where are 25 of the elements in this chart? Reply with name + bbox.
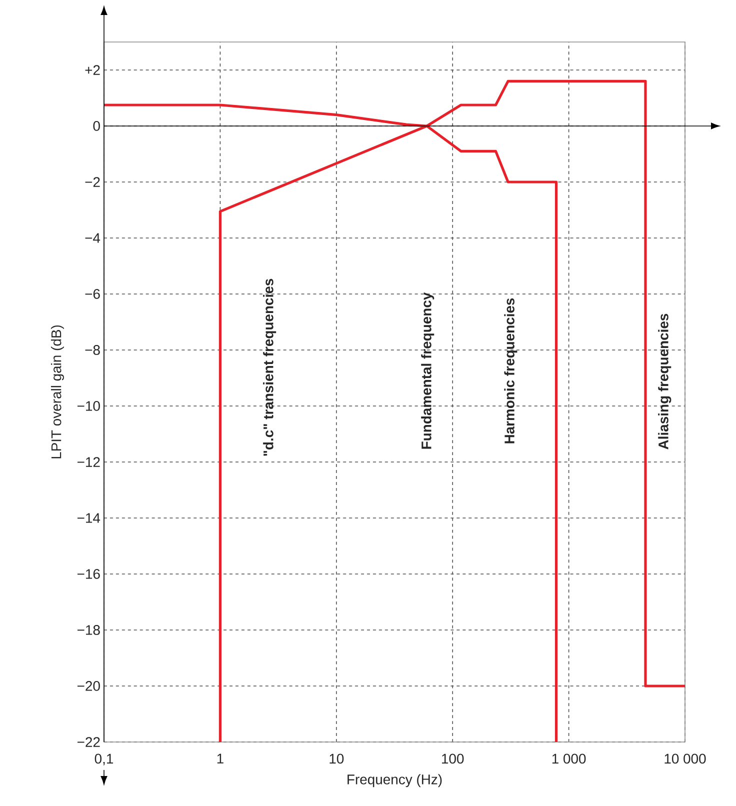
y-tick-label: −8: [85, 345, 100, 355]
x-tick-label: 10 000: [664, 754, 706, 764]
x-tick-label: 0,1: [94, 754, 114, 766]
y-axis-title: LPIT overall gain (dB): [50, 325, 64, 458]
x-tick-label: 10: [330, 754, 344, 764]
y-tick-label: −2: [85, 177, 100, 187]
y-tick-label: −6: [85, 289, 100, 299]
y-tick-label: −10: [78, 401, 100, 411]
y-tick-label: +2: [85, 65, 100, 75]
annotation: "d.c" transient frequencies: [263, 278, 276, 456]
annotation: Fundamental frequency: [421, 292, 434, 449]
y-tick-label: −12: [78, 457, 100, 467]
annotation: Harmonic frequencies: [504, 298, 518, 444]
annotation: Aliasing frequencies: [658, 314, 672, 450]
y-tick-label: −22: [78, 737, 100, 747]
x-tick-label: 1: [217, 754, 224, 764]
y-tick-label: 0: [93, 121, 100, 131]
x-tick-label: 100: [442, 754, 464, 764]
y-tick-label: −18: [78, 625, 100, 635]
x-axis-title: Frequency (Hz): [348, 774, 442, 788]
y-tick-label: −14: [78, 513, 100, 523]
y-tick-label: −4: [85, 233, 100, 243]
y-tick-label: −20: [78, 681, 100, 691]
x-tick-label: 1 000: [552, 754, 586, 764]
y-tick-label: −16: [78, 569, 100, 579]
